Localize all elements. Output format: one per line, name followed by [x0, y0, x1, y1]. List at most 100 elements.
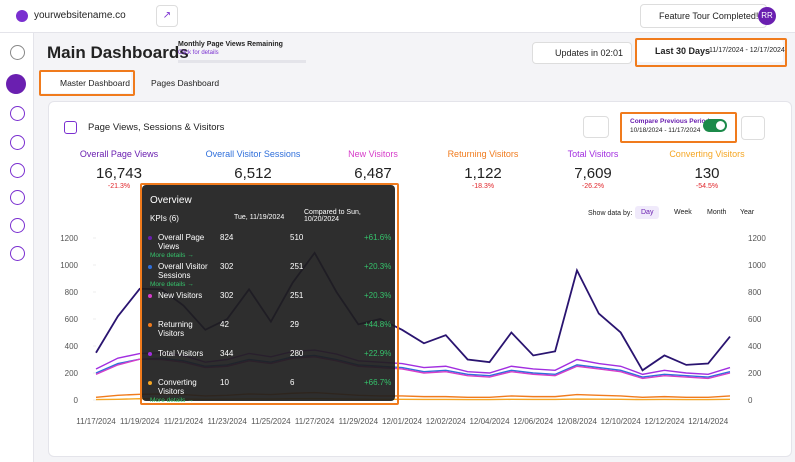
nav-icon[interactable]: [10, 218, 25, 233]
quota-label: Monthly Page Views Remaining: [178, 41, 283, 48]
y2-tick-label: 400: [748, 342, 762, 351]
kpi-change: -26.2%: [581, 183, 605, 190]
x-tick-label: 12/08/2024: [557, 417, 598, 426]
tooltip-dot: [148, 294, 152, 298]
kpi-name: Converting Visitors: [669, 149, 745, 159]
y2-tick-label: 800: [748, 288, 762, 297]
kpi-value: 6,487: [354, 165, 392, 182]
x-tick-label: 12/01/2024: [382, 417, 423, 426]
tooltip-current: 10: [220, 378, 229, 387]
tooltip-change: +22.9%: [364, 349, 392, 358]
kpi-change: -21.3%: [107, 183, 131, 190]
tooltip-name: New Visitors: [158, 291, 203, 300]
tab[interactable]: Pages Dashboard: [151, 78, 220, 88]
tooltip-previous: 280: [290, 349, 304, 358]
kpi-value: 1,122: [464, 165, 502, 182]
tooltip-name: Overall Visitor Sessions: [158, 262, 208, 280]
tooltip-previous: 6: [290, 378, 295, 387]
card-icon: [64, 121, 77, 134]
tooltip-date: Tue, 11/19/2024: [234, 214, 285, 221]
tooltip-more[interactable]: More details →: [150, 252, 194, 259]
compare-label: Compare Previous Period: [630, 118, 710, 125]
kpi-value: 130: [694, 165, 720, 182]
x-tick-label: 11/19/2024: [120, 417, 160, 426]
x-tick-label: 11/27/2024: [295, 417, 335, 426]
x-tick-label: 12/02/2024: [426, 417, 467, 426]
tooltip-change: +20.3%: [364, 291, 392, 300]
date-range[interactable]: Last 30 Days 11/17/2024 - 12/17/2024: [637, 40, 785, 62]
x-tick-label: 12/06/2024: [513, 417, 554, 426]
tooltip-previous: 510: [290, 233, 304, 242]
tooltip-previous: 251: [290, 291, 304, 300]
y2-tick-label: 0: [748, 396, 753, 405]
nav-active[interactable]: [6, 74, 26, 94]
highlight: [39, 70, 135, 96]
x-tick-label: 11/25/2024: [251, 417, 291, 426]
x-tick-label: 12/12/2024: [644, 417, 685, 426]
show-by-option[interactable]: Month: [707, 209, 727, 216]
tooltip-current: 824: [220, 233, 234, 242]
compare-toggle[interactable]: [703, 119, 727, 132]
nav-icon[interactable]: [10, 246, 25, 261]
tooltip-change: +66.7%: [364, 378, 392, 387]
kpi-name: New Visitors: [348, 149, 398, 159]
y2-tick-label: 200: [748, 369, 762, 378]
quota-bar: [178, 60, 306, 63]
tooltip-more[interactable]: More details →: [150, 397, 194, 404]
tooltip-change: +61.6%: [364, 233, 392, 242]
tooltip-dot: [148, 265, 152, 269]
tooltip-change: +44.8%: [364, 320, 392, 329]
y-tick-label: 1000: [60, 261, 78, 270]
x-tick-label: 12/04/2024: [469, 417, 510, 426]
y2-tick-label: 600: [748, 315, 762, 324]
tooltip-dot: [148, 381, 152, 385]
kpi-value: 6,512: [234, 165, 272, 182]
nav-icon[interactable]: [10, 45, 25, 60]
tooltip-compare: Compared to Sun, 10/20/2024: [304, 209, 361, 223]
tooltip-previous: 251: [290, 262, 304, 271]
x-tick-label: 12/10/2024: [601, 417, 642, 426]
y-tick-label: 1200: [60, 234, 78, 243]
tooltip: Overview KPIs (6) Tue, 11/19/2024 Compar…: [142, 185, 395, 404]
tab[interactable]: Master Dashboard: [60, 78, 130, 88]
show-by-option[interactable]: Week: [674, 209, 692, 216]
y-tick-label: 600: [65, 315, 79, 324]
show-by-option[interactable]: Day: [635, 206, 660, 219]
kpi-change: -18.3%: [471, 183, 495, 190]
nav-icon[interactable]: [10, 163, 25, 178]
x-tick-label: 12/14/2024: [688, 417, 729, 426]
tooltip-kpis: KPIs (6): [150, 214, 179, 223]
nav-icon[interactable]: [10, 106, 25, 121]
tooltip-dot: [148, 352, 152, 356]
tooltip-current: 344: [220, 349, 234, 358]
x-tick-label: 11/23/2024: [207, 417, 247, 426]
export[interactable]: [583, 116, 609, 138]
tab-active[interactable]: [41, 72, 131, 93]
avatar[interactable]: RR: [758, 7, 776, 25]
y-tick-label: 0: [74, 396, 79, 405]
y2-tick-label: 1200: [748, 234, 766, 243]
settings[interactable]: [741, 116, 765, 140]
compare-dates: 10/18/2024 - 11/17/2024: [630, 127, 701, 134]
highlight: [635, 38, 787, 67]
y2-tick-label: 1000: [748, 261, 766, 270]
tooltip-name: Returning Visitors: [158, 320, 193, 338]
show-by-option[interactable]: Year: [740, 209, 755, 216]
tooltip-dot: [148, 236, 152, 240]
range-dates: 11/17/2024 - 12/17/2024: [709, 47, 785, 54]
nav-icon[interactable]: [10, 135, 25, 150]
quota-link[interactable]: Click for details: [178, 50, 219, 56]
tooltip-more[interactable]: More details →: [150, 281, 194, 288]
highlight: [140, 183, 399, 405]
y-tick-label: 200: [65, 369, 79, 378]
external-link[interactable]: ↗: [156, 5, 178, 27]
tooltip-current: 302: [220, 291, 234, 300]
site-name[interactable]: yourwebsitename.co: [34, 10, 126, 21]
card-title: Page Views, Sessions & Visitors: [88, 122, 225, 133]
kpi-name: Total Visitors: [567, 149, 619, 159]
updates[interactable]: Updates in 02:01: [532, 42, 633, 64]
nav-icon[interactable]: [10, 190, 25, 205]
tooltip-name: Overall Page Views: [158, 233, 205, 251]
tooltip-current: 302: [220, 262, 234, 271]
